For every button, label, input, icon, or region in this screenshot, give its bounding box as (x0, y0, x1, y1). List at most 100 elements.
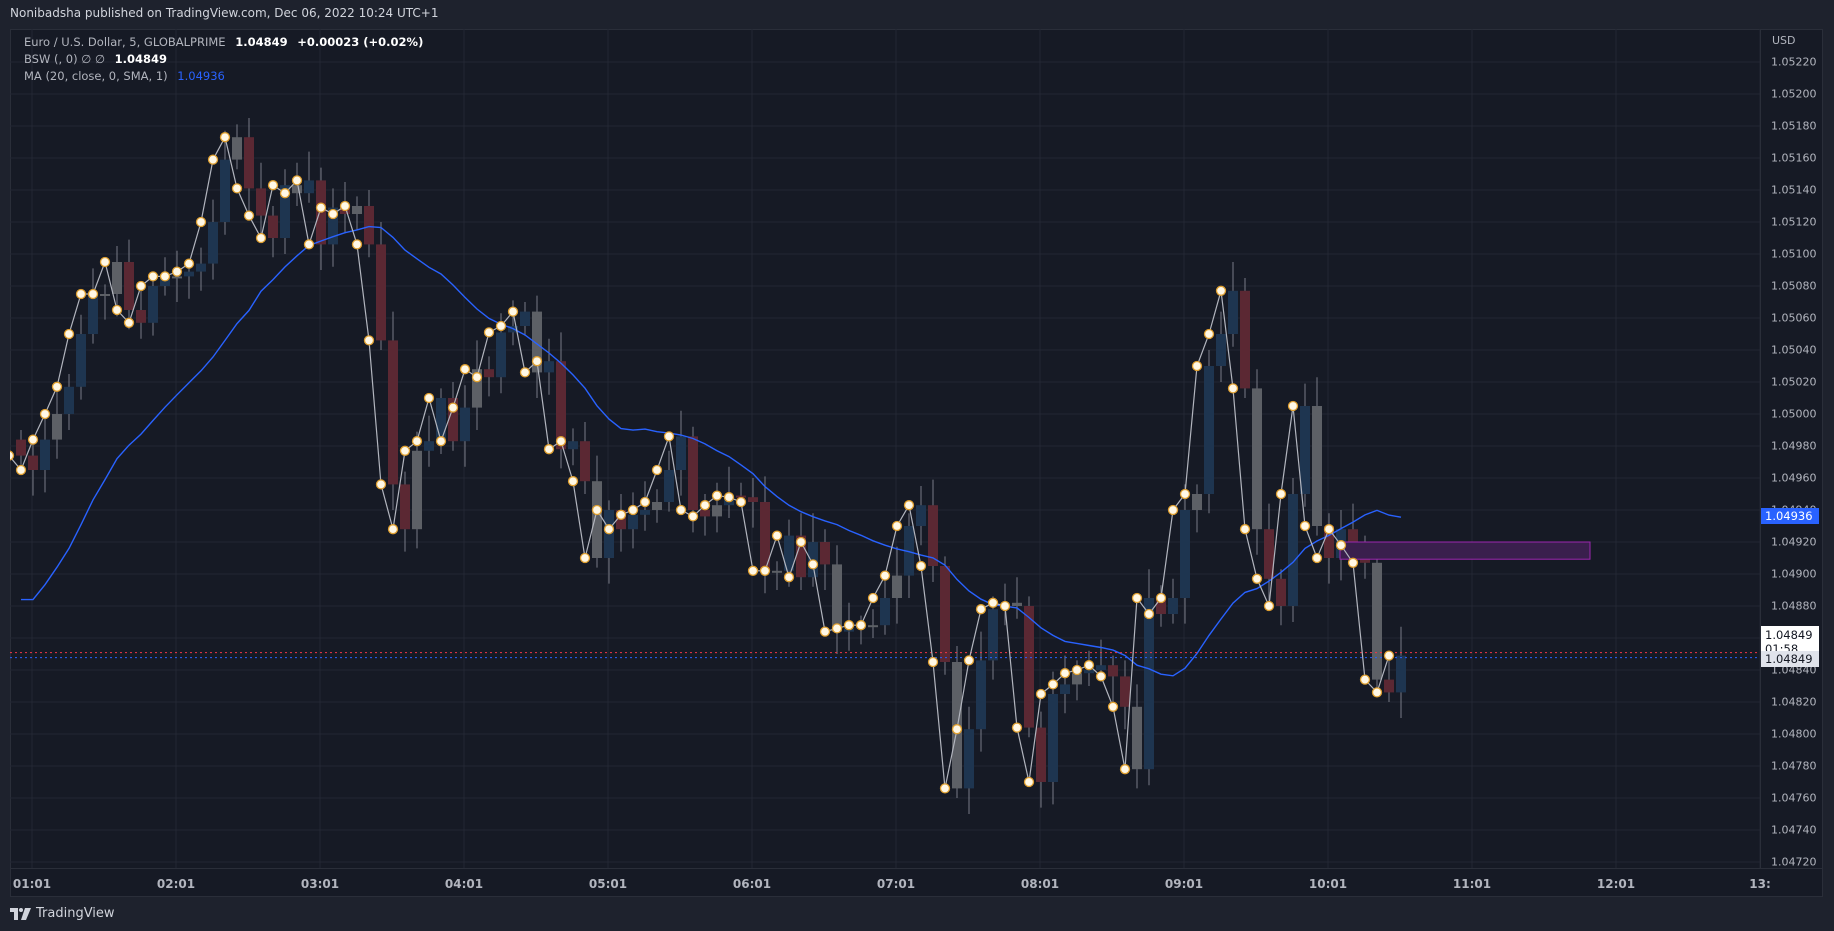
bsw-close-dot (147, 271, 159, 282)
bsw-close-dot (1215, 285, 1227, 296)
bsw-close-dot (63, 328, 75, 340)
indicator-ma-value: 1.04936 (177, 69, 225, 83)
candle-body (76, 334, 86, 387)
bsw-close-dot (219, 132, 231, 143)
bsw-close-dot (927, 656, 939, 668)
bsw-close-dot (471, 372, 483, 383)
brand-name: TradingView (36, 906, 115, 921)
legend-indicator-bsw[interactable]: BSW (, 0) ∅ ∅ 1.04849 (24, 51, 423, 68)
legend-indicator-ma[interactable]: MA (20, close, 0, SMA, 1) 1.04936 (24, 68, 423, 85)
bsw-close-dot (1155, 592, 1167, 604)
ma-price-tag: 1.04936 (1761, 508, 1819, 525)
price-tick-label: 1.05040 (1771, 343, 1817, 357)
price-tick-label: 1.04740 (1771, 823, 1817, 837)
candle-body (688, 436, 698, 510)
candle-body (52, 414, 62, 440)
candle-body (184, 271, 194, 277)
bsw-close-dot (1023, 776, 1035, 788)
time-tick-label: 12:01 (1596, 877, 1636, 891)
candle-body (124, 262, 134, 310)
bsw-close-dot (111, 304, 123, 316)
bsw-close-dot (387, 524, 399, 535)
bsw-close-dot (1083, 660, 1095, 671)
time-tick-label: 03:01 (300, 877, 340, 891)
bsw-close-dot (315, 202, 327, 213)
bsw-close-dot (159, 271, 171, 282)
bsw-close-dot (1095, 671, 1107, 682)
time-tick-label: 08:01 (1020, 877, 1060, 891)
price-tick-label: 1.04960 (1771, 471, 1817, 485)
price-tick-label: 1.05000 (1771, 407, 1817, 421)
bsw-close-dot (747, 565, 759, 576)
candle-body (1372, 562, 1382, 680)
candle-body (64, 386, 74, 414)
candle-body (484, 369, 494, 378)
candle-body (1012, 602, 1022, 606)
candle-body (892, 575, 902, 598)
candle-body (208, 222, 218, 264)
bsw-close-dot (27, 434, 39, 445)
bsw-close-dot (411, 436, 423, 447)
candle-body (328, 207, 338, 245)
bsw-close-dot (627, 504, 639, 516)
candle-body (304, 180, 314, 194)
price-tick-label: 1.05020 (1771, 375, 1817, 389)
bsw-close-dot (1107, 701, 1119, 712)
indicator-bsw-label: BSW (, 0) ∅ ∅ (24, 52, 105, 66)
publish-info: Nonibadsha published on TradingView.com,… (10, 6, 439, 20)
bsw-close-dot (231, 183, 243, 194)
bsw-close-dot (1251, 573, 1263, 584)
chart-plot-area[interactable] (10, 29, 1760, 868)
legend-symbol-row[interactable]: Euro / U.S. Dollar, 5, GLOBALPRIME 1.048… (24, 34, 423, 51)
footer-brand[interactable]: TradingView (10, 906, 115, 921)
bsw-close-dot (1311, 552, 1323, 564)
candle-body (148, 286, 158, 323)
moving-average-line (21, 225, 1402, 677)
candle-body (1384, 679, 1394, 693)
price-axis[interactable]: 1.05220 1.05200 1.05180 1.05160 1.05140 1.051… (1760, 29, 1824, 869)
bsw-close-dot (591, 504, 603, 516)
last-price: 1.04849 (235, 35, 288, 49)
bsw-close-dot (987, 597, 999, 608)
bsw-close-dot (555, 436, 567, 447)
time-tick-label: 02:01 (156, 877, 196, 891)
bsw-close-dot (1323, 524, 1335, 535)
candle-body (1288, 494, 1298, 606)
bsw-close-dot (771, 530, 783, 541)
candlestick-chart[interactable] (10, 29, 1760, 868)
candle-body (1036, 727, 1046, 782)
candle-body (196, 263, 206, 272)
candle-body (292, 185, 302, 194)
bsw-close-dot (699, 500, 711, 511)
candle-body (820, 542, 830, 565)
price-tick-label: 1.05140 (1771, 183, 1817, 197)
bsw-close-dot (639, 496, 651, 508)
bsw-close-dot (39, 408, 51, 420)
candle-body (1084, 670, 1094, 674)
bsw-close-dot (879, 570, 891, 581)
price-tick-label: 1.04840 (1771, 663, 1817, 677)
bsw-close-dot (831, 623, 843, 634)
bsw-close-dot (363, 335, 375, 346)
chart-frame (10, 29, 1823, 897)
candle-body (532, 311, 542, 373)
candle-body (256, 188, 266, 216)
candle-body (712, 505, 722, 517)
candle-body (1264, 529, 1274, 579)
candle-body (100, 294, 110, 296)
bsw-close-dot (675, 504, 687, 516)
candle-body (748, 497, 758, 502)
bsw-close-dot (1071, 664, 1083, 676)
candle-body (1228, 290, 1238, 334)
candle-body (592, 481, 602, 558)
time-axis[interactable]: 01:01 02:01 03:01 04:01 05:01 06:01 07:01 08:01… (10, 868, 1823, 897)
bsw-close-dot (51, 381, 63, 392)
bsw-close-dot (291, 175, 303, 186)
bsw-close-dot (531, 356, 543, 367)
bsw-close-dot (1191, 360, 1203, 372)
candle-body (448, 398, 458, 442)
candle-body (628, 514, 638, 530)
candle-body (1396, 655, 1406, 693)
bsw-close-dot (1047, 679, 1059, 690)
bsw-close-dot (195, 216, 207, 228)
